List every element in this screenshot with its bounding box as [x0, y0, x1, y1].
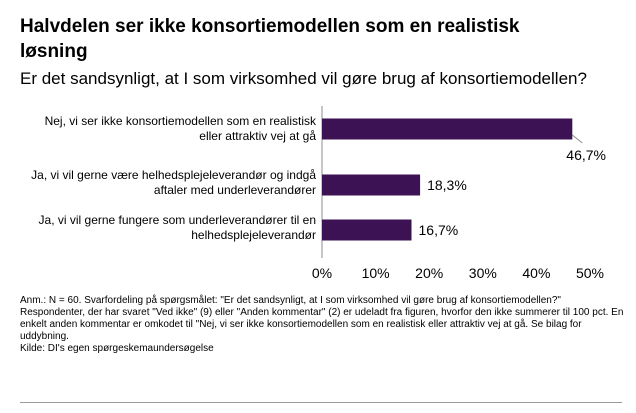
chart-subtitle: Er det sandsynligt, at I som virksomhed …: [20, 69, 587, 88]
bottom-divider: [20, 402, 622, 403]
x-tick-label-0: 0%: [312, 265, 332, 281]
x-tick-label-50: 50%: [576, 265, 604, 281]
category-label-1: Nej, vi ser ikke konsortiemodellen som e…: [44, 114, 316, 143]
bar-1: [322, 118, 573, 140]
x-tick-label-20: 20%: [415, 265, 443, 281]
bar-2: [322, 174, 421, 196]
footnote-text: Anm.: N = 60. Svarfordeling på spørgsmål…: [20, 295, 624, 342]
category-label-2: Ja, vi vil gerne være helhedsplejelevera…: [31, 168, 316, 197]
data-label-leader-1: [571, 134, 583, 144]
category-label-3: Ja, vi vil gerne fungere som underlevera…: [38, 213, 316, 242]
x-tick-label-40: 40%: [522, 265, 550, 281]
data-label-2: 18,3%: [427, 177, 467, 193]
data-label-3: 16,7%: [419, 222, 459, 238]
footnote: Anm.: N = 60. Svarfordeling på spørgsmål…: [20, 295, 628, 355]
x-tick-label-30: 30%: [469, 265, 497, 281]
data-label-1: 46,7%: [566, 147, 606, 163]
source-text: Kilde: DI's egen spørgeskemaundersøgelse: [20, 343, 214, 354]
x-tick-label-10: 10%: [362, 265, 390, 281]
bar-3: [322, 219, 412, 241]
chart-title: Halvdelen ser ikke konsortiemodellen som…: [20, 16, 520, 62]
